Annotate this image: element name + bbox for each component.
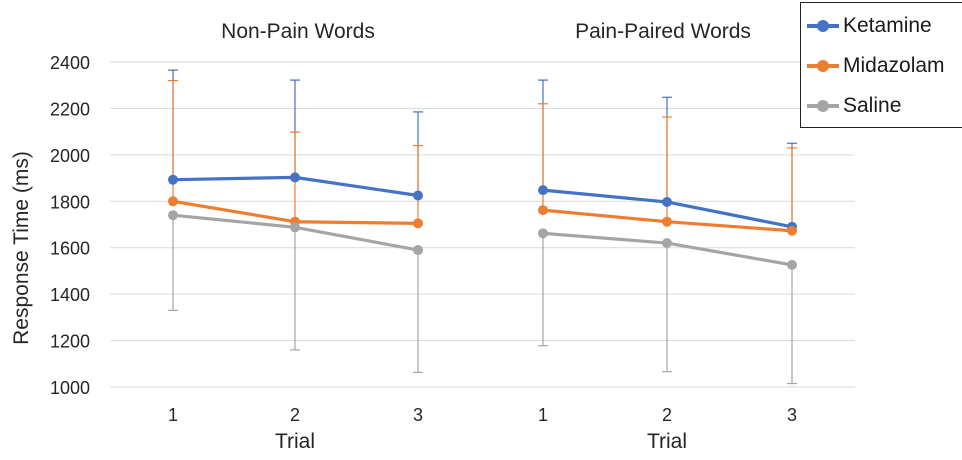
y-tick-label: 1200: [50, 332, 90, 352]
legend-item-saline: Saline: [807, 93, 901, 119]
data-point-ketamine: [662, 196, 672, 207]
panel-title: Pain-Paired Words: [575, 20, 751, 43]
panel-1: Non-Pain Words 1 2 3 Trial: [110, 20, 480, 453]
x-tick-label: 2: [662, 405, 672, 425]
x-tick-label: 3: [787, 405, 797, 425]
data-point-midazolam: [168, 196, 178, 207]
legend-swatch-midazolam: [807, 60, 839, 72]
legend-label-saline: Saline: [843, 94, 902, 117]
x-tick-label: 3: [413, 405, 423, 425]
legend-swatch-saline: [807, 100, 839, 112]
data-point-ketamine: [290, 172, 300, 183]
legend-label-midazolam: Midazolam: [843, 54, 945, 77]
data-point-ketamine: [168, 174, 178, 185]
data-point-ketamine: [413, 190, 423, 201]
data-point-saline: [538, 228, 548, 239]
data-point-midazolam: [538, 205, 548, 216]
x-tick-label: 1: [538, 405, 548, 425]
x-axis-label: Trial: [647, 430, 687, 453]
data-point-saline: [413, 245, 423, 256]
y-tick-label: 2000: [50, 146, 90, 166]
y-tick-label: 1600: [50, 239, 90, 259]
panel-2: Pain-Paired Words 1 2 3 Trial: [480, 20, 855, 453]
data-point-saline: [168, 210, 178, 221]
legend-item-ketamine: Ketamine: [807, 13, 932, 39]
legend-item-midazolam: Midazolam: [807, 53, 945, 79]
y-tick-label: 1400: [50, 285, 90, 305]
y-tick-label: 2200: [50, 99, 90, 119]
data-point-midazolam: [787, 225, 797, 236]
data-point-ketamine: [538, 185, 548, 196]
y-tick-label: 1800: [50, 192, 90, 212]
x-tick-label: 1: [168, 405, 178, 425]
y-tick-label: 1000: [50, 378, 90, 398]
data-point-saline: [290, 222, 300, 233]
data-point-midazolam: [413, 218, 423, 229]
y-tick-label: 2400: [50, 53, 90, 73]
y-axis-label: Response Time (ms): [10, 151, 33, 345]
data-point-saline: [787, 259, 797, 270]
legend-label-ketamine: Ketamine: [843, 14, 932, 37]
x-axis-label: Trial: [275, 430, 315, 453]
legend: Ketamine Midazolam Saline: [800, 2, 962, 128]
panel-title: Non-Pain Words: [221, 20, 375, 43]
x-tick-label: 2: [290, 405, 300, 425]
data-point-midazolam: [662, 216, 672, 227]
data-point-saline: [662, 238, 672, 249]
legend-swatch-ketamine: [807, 20, 839, 32]
